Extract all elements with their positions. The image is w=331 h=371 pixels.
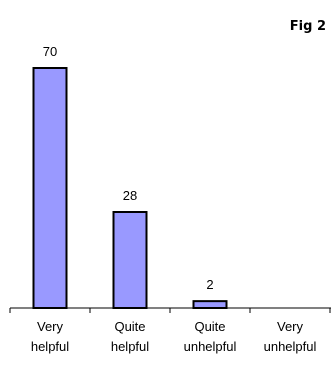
bar-2 bbox=[192, 300, 228, 309]
x-axis bbox=[9, 307, 331, 313]
x-tick-label-1-1: helpful bbox=[111, 339, 149, 354]
x-tick-label-0-0: Very bbox=[37, 319, 64, 334]
data-label-1: 28 bbox=[123, 188, 137, 203]
x-tick-label-0-1: helpful bbox=[31, 339, 69, 354]
data-label-2: 2 bbox=[206, 277, 213, 292]
bar-0 bbox=[32, 67, 68, 309]
x-tick-label-2-1: unhelpful bbox=[184, 339, 237, 354]
bars-layer bbox=[32, 67, 228, 309]
x-tick-label-1-0: Quite bbox=[114, 319, 145, 334]
bar-1 bbox=[112, 211, 148, 309]
x-tick-label-3-0: Very bbox=[277, 319, 304, 334]
x-tick-label-2-0: Quite bbox=[194, 319, 225, 334]
figure-label: Fig 2 bbox=[290, 19, 326, 34]
labels-layer: 70 Very helpful 28 Quite helpful 2 Quite unhelpf… bbox=[31, 44, 317, 354]
x-tick-label-3-1: unhelpful bbox=[264, 339, 317, 354]
data-label-0: 70 bbox=[43, 44, 57, 59]
